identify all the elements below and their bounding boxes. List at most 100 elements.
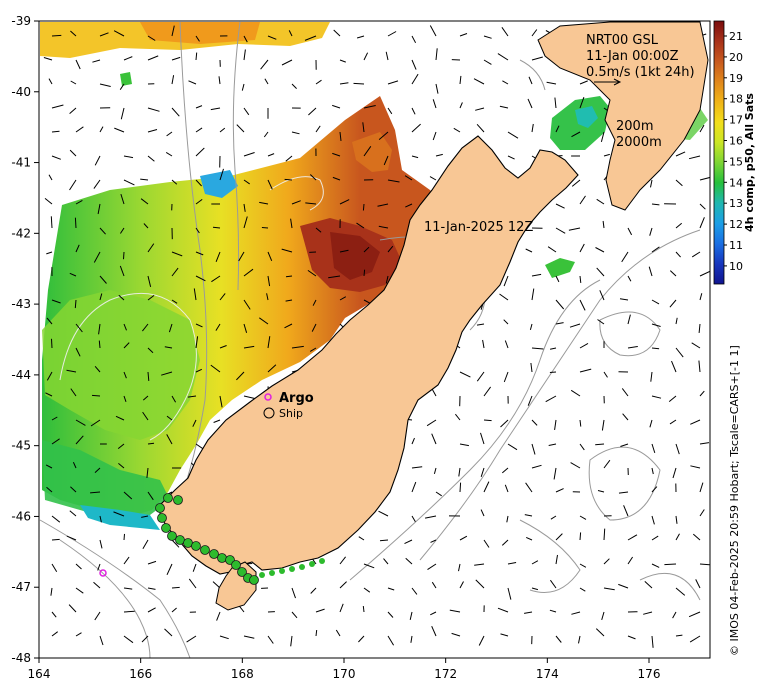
current-arrow [141,515,149,518]
colorbar-tick-label: 11 [729,239,743,252]
current-arrow [363,587,371,593]
ship-position-marker[interactable] [155,503,165,513]
ship-position-marker[interactable] [161,523,171,533]
current-arrow [529,323,533,331]
current-arrow [699,176,710,181]
current-arrow [530,362,533,373]
ship-track-dot[interactable] [309,561,315,567]
ship-position-marker[interactable] [237,567,247,577]
current-arrow [312,299,317,306]
current-arrow [215,323,221,331]
ship-position-marker[interactable] [167,531,177,541]
ship-position-marker[interactable] [231,560,241,570]
ship-position-marker[interactable] [209,549,219,559]
current-arrow [404,539,413,545]
x-tick-label: 164 [28,667,51,681]
current-arrow [451,632,461,637]
current-arrow [69,179,77,191]
current-arrow [689,635,701,643]
current-arrow [147,607,156,613]
current-arrow [431,433,437,445]
current-arrow [596,198,605,205]
current-arrow [595,247,605,253]
current-arrow [599,290,605,301]
ship-position-marker[interactable] [163,493,173,503]
current-arrow [118,294,125,301]
ship-position-marker[interactable] [200,545,210,555]
current-arrow [51,104,64,109]
current-arrow [123,491,133,500]
current-arrow [621,251,629,263]
current-arrow [476,323,485,326]
current-arrow [239,605,245,613]
current-arrow [161,371,173,376]
ship-position-marker[interactable] [173,495,183,505]
current-arrow [123,179,135,186]
current-arrow [627,227,633,236]
argo-float-marker[interactable] [99,569,107,577]
current-arrow [699,217,705,229]
current-arrow [531,347,544,350]
current-arrow [383,155,389,166]
current-arrow [188,578,197,589]
current-arrow [435,491,442,497]
current-arrow [643,611,653,615]
current-arrow [595,443,605,446]
current-arrow [267,179,273,190]
colorbar-label: 4h comp, p50, All Sats [743,93,756,232]
current-arrow [123,556,130,565]
ship-track-dot[interactable] [299,564,305,570]
current-arrow [699,203,706,210]
current-arrow [483,35,492,39]
ship-track-dot[interactable] [269,570,275,576]
ship-track-dot[interactable] [319,558,325,564]
ship-position-marker[interactable] [157,513,167,523]
current-arrow [601,611,605,621]
current-arrow [411,437,415,445]
current-arrow [483,481,490,493]
current-arrow [669,270,677,277]
current-arrow [267,275,271,287]
current-arrow [459,75,462,85]
current-arrow [285,275,293,278]
ship-position-marker[interactable] [191,541,201,551]
current-arrow [261,227,269,229]
current-arrow [480,509,485,517]
current-arrow [192,419,197,427]
current-arrow [188,80,197,85]
current-arrow [431,625,437,637]
ship-track-dot[interactable] [259,572,265,578]
current-arrow [385,275,389,284]
current-arrow [309,347,317,352]
current-arrow [483,539,490,548]
current-arrow [118,463,125,469]
current-arrow [307,269,317,277]
x-axis: 164 166 168 170 172 174 176 [28,658,660,681]
current-arrow [502,80,509,85]
current-arrow [579,368,592,373]
current-arrow [651,299,660,305]
current-arrow [377,203,389,207]
current-arrow [579,587,586,592]
current-arrow [571,611,581,615]
current-arrow [411,155,419,159]
current-arrow [216,611,221,621]
current-arrow [651,535,659,541]
ship-track-dot[interactable] [279,568,285,574]
current-arrow [555,488,564,493]
ship-position-marker[interactable] [249,575,259,585]
current-arrow [699,270,710,277]
current-arrow [379,539,389,542]
current-arrow [458,563,461,572]
current-arrow [549,579,557,589]
current-arrow [285,155,293,162]
current-arrow [243,49,246,61]
current-arrow [50,587,53,596]
ship-track-dot[interactable] [289,566,295,572]
y-tick-label: -44 [11,368,31,382]
current-arrow [600,131,605,143]
current-arrow [675,151,686,157]
current-arrow [549,347,557,350]
current-arrow [524,514,533,517]
ship-position-marker[interactable] [217,553,227,563]
